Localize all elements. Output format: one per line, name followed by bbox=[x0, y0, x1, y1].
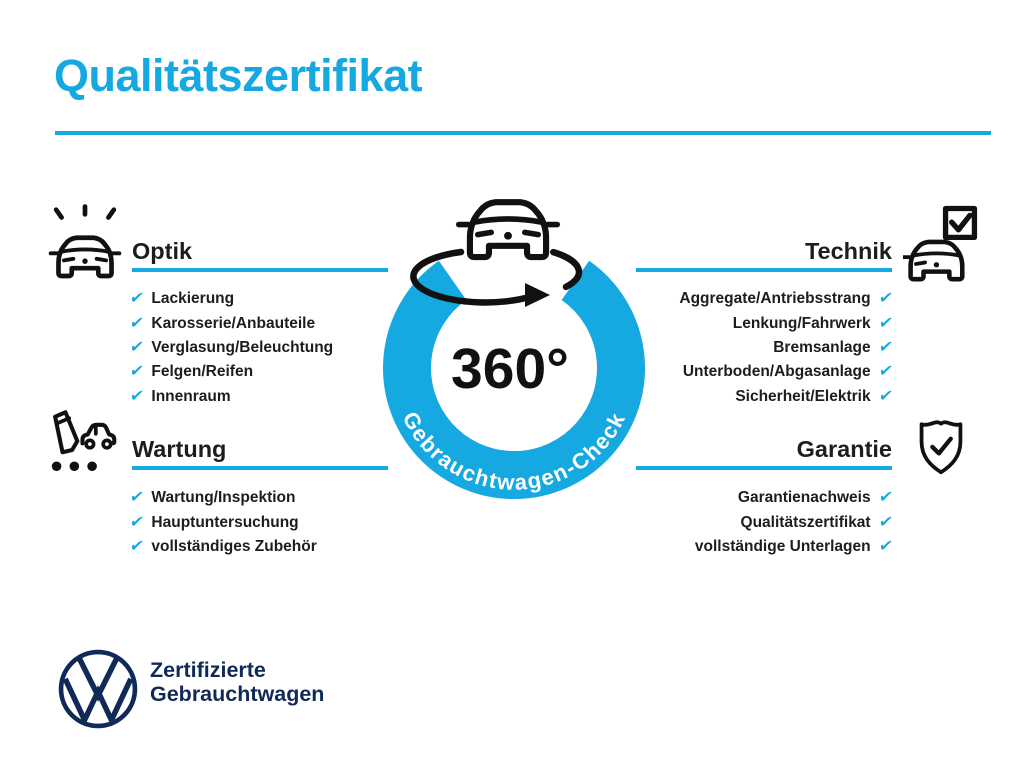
check-icon: ✔ bbox=[128, 290, 145, 308]
checklist-item-label: Aggregate/Antriebsstrang bbox=[679, 290, 871, 308]
checklist-item: ✔ Karosserie/Anbauteile bbox=[128, 311, 333, 335]
checklist-item: ✔ Lenkung/Fahrwerk bbox=[679, 311, 894, 335]
checklist-item: ✔ Garantienachweis bbox=[695, 486, 894, 510]
section-rule-optik bbox=[132, 268, 388, 272]
car-rotation-icon bbox=[410, 199, 583, 307]
brand-line-1: Zertifizierte bbox=[150, 658, 266, 682]
check-icon: ✔ bbox=[877, 363, 894, 381]
360-check-badge: Gebrauchtwagen-Check bbox=[383, 199, 645, 499]
checklist-item-label: Sicherheit/Elektrik bbox=[735, 387, 871, 405]
checklist-item: ✔ Felgen/Reifen bbox=[128, 360, 333, 384]
check-icon: ✔ bbox=[128, 314, 145, 332]
badge-degree-value: 360° bbox=[451, 337, 569, 401]
check-icon: ✔ bbox=[128, 489, 145, 507]
section-title-garantie: Garantie bbox=[796, 436, 892, 462]
car-checkbox-icon bbox=[903, 205, 978, 282]
section-rule-technik bbox=[636, 268, 892, 272]
check-icon: ✔ bbox=[128, 363, 145, 381]
check-icon: ✔ bbox=[877, 513, 894, 531]
section-rule-garantie bbox=[636, 466, 892, 470]
checklist-item-label: Innenraum bbox=[151, 387, 231, 405]
checklist-item-label: vollständiges Zubehör bbox=[151, 537, 317, 555]
checklist-item-label: Hauptuntersuchung bbox=[151, 513, 299, 531]
checklist-item: ✔ Aggregate/Antriebsstrang bbox=[679, 287, 894, 311]
checklist-item: ✔ Sicherheit/Elektrik bbox=[679, 385, 894, 409]
checklist-item: ✔ vollständige Unterlagen bbox=[694, 535, 894, 559]
checklist-item-label: Wartung/Inspektion bbox=[151, 489, 296, 507]
checklist-garantie: ✔ Garantienachweis ✔ Qualitätszertifikat ✔… bbox=[694, 486, 894, 559]
shield-check-icon bbox=[919, 420, 963, 475]
checklist-item: ✔ Innenraum bbox=[128, 385, 333, 409]
check-icon: ✔ bbox=[877, 290, 894, 308]
checklist-technik: ✔ Aggregate/Antriebsstrang ✔ Lenkung/Fahrw… bbox=[679, 287, 894, 409]
section-title-optik: Optik bbox=[132, 238, 193, 264]
section-rule-wartung bbox=[132, 466, 388, 470]
page-title: Qualitätszertifikat bbox=[54, 50, 423, 101]
checklist-item-label: vollständige Unterlagen bbox=[694, 537, 871, 555]
section-title-technik: Technik bbox=[804, 238, 892, 264]
car-shine-icon bbox=[48, 204, 122, 279]
checklist-item-label: Bremsanlage bbox=[773, 338, 871, 356]
brand-line-2: Gebrauchtwagen bbox=[150, 682, 325, 706]
check-icon: ✔ bbox=[877, 338, 894, 356]
check-icon: ✔ bbox=[877, 537, 894, 555]
checklist-item-label: Verglasung/Beleuchtung bbox=[151, 338, 334, 356]
brand-text: Zertifizierte Gebrauchtwagen bbox=[150, 658, 324, 706]
checklist-optik: ✔ Lackierung ✔ Karosserie/Anbauteile ✔ Verg… bbox=[128, 287, 334, 409]
badge-ring bbox=[383, 260, 645, 499]
checklist-item-label: Qualitätszertifikat bbox=[740, 513, 871, 531]
checklist-item: ✔ Bremsanlage bbox=[679, 336, 894, 360]
check-icon: ✔ bbox=[877, 314, 894, 332]
vw-logo bbox=[58, 649, 138, 729]
checklist-item-label: Felgen/Reifen bbox=[151, 363, 254, 381]
checklist-item: ✔ vollständiges Zubehör bbox=[128, 535, 317, 559]
section-title-wartung: Wartung bbox=[132, 436, 227, 462]
checklist-item: ✔ Verglasung/Beleuchtung bbox=[128, 336, 334, 360]
checklist-item: ✔ Lackierung bbox=[128, 287, 333, 311]
checklist-wartung: ✔ Wartung/Inspektion ✔ Hauptuntersuchung ✔… bbox=[128, 486, 317, 559]
checklist-item-label: Unterboden/Abgasanlage bbox=[682, 363, 871, 381]
checklist-item-label: Lenkung/Fahrwerk bbox=[732, 314, 871, 332]
checklist-item: ✔ Hauptuntersuchung bbox=[128, 510, 317, 534]
check-icon: ✔ bbox=[128, 338, 145, 356]
pencil-car-dots-icon bbox=[51, 410, 117, 472]
checklist-item: ✔ Qualitätszertifikat bbox=[695, 510, 894, 534]
check-icon: ✔ bbox=[128, 537, 145, 555]
check-icon: ✔ bbox=[128, 387, 145, 405]
checklist-item-label: Karosserie/Anbauteile bbox=[151, 314, 316, 332]
checklist-item-label: Garantienachweis bbox=[737, 489, 871, 507]
check-icon: ✔ bbox=[877, 387, 894, 405]
checklist-item-label: Lackierung bbox=[151, 290, 235, 308]
checklist-item: ✔ Wartung/Inspektion bbox=[128, 486, 317, 510]
check-icon: ✔ bbox=[877, 489, 894, 507]
header-divider bbox=[55, 131, 991, 135]
check-icon: ✔ bbox=[128, 513, 145, 531]
checklist-item: ✔ Unterboden/Abgasanlage bbox=[679, 360, 894, 384]
